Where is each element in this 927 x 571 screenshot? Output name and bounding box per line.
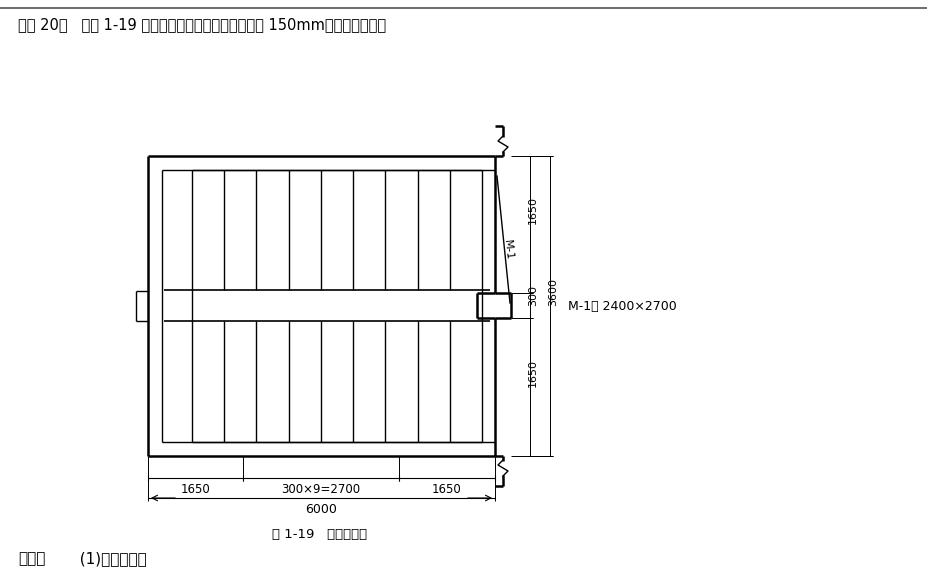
Text: 1650: 1650 xyxy=(181,483,210,496)
Text: 【例 20】   如图 1-19 所示，楼梯贴花岗石踢脚线，高 150mm，求其工程量。: 【例 20】 如图 1-19 所示，楼梯贴花岗石踢脚线，高 150mm，求其工程… xyxy=(18,17,387,32)
Text: 图 1-19   楼梯示意图: 图 1-19 楼梯示意图 xyxy=(273,528,368,541)
Text: 300×9=2700: 300×9=2700 xyxy=(282,483,361,496)
Text: 3600: 3600 xyxy=(548,278,558,306)
Text: M-1: M-1 xyxy=(502,239,514,260)
Text: M-1： 2400×2700: M-1： 2400×2700 xyxy=(568,300,677,312)
Text: 6000: 6000 xyxy=(306,503,337,516)
Text: 1650: 1650 xyxy=(528,359,538,387)
Text: 300: 300 xyxy=(528,284,538,305)
Text: 1650: 1650 xyxy=(432,483,462,496)
Text: (1)定额工程量: (1)定额工程量 xyxy=(70,551,146,566)
Text: 1650: 1650 xyxy=(528,196,538,224)
Text: 【解】: 【解】 xyxy=(18,551,45,566)
